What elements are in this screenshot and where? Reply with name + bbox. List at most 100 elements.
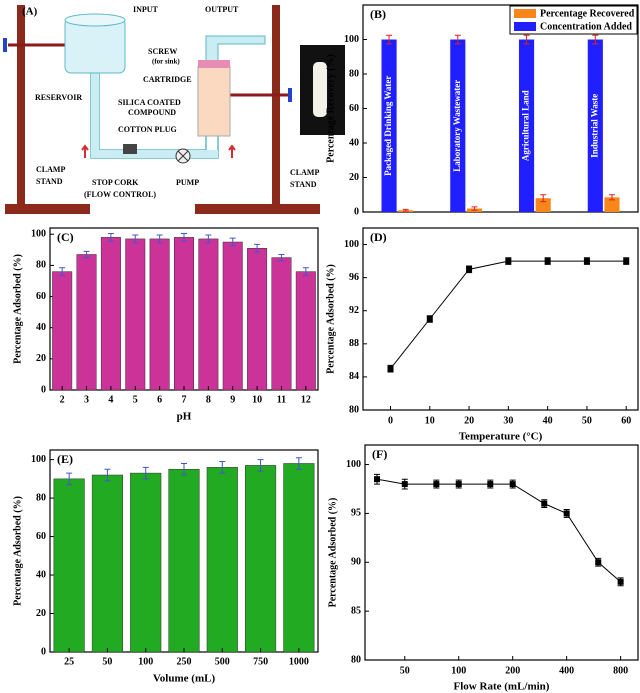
y-tick-label: 80 bbox=[351, 654, 361, 665]
bar bbox=[206, 467, 238, 653]
diagram-label: SILICA COATED bbox=[118, 98, 181, 107]
diagram-label: INPUT bbox=[133, 5, 159, 14]
error-bar bbox=[523, 34, 530, 45]
bar bbox=[587, 39, 603, 212]
tube bbox=[91, 150, 218, 158]
y-tick-label: 88 bbox=[349, 338, 359, 349]
y-tick-label: 100 bbox=[344, 239, 359, 250]
error-bar bbox=[257, 459, 264, 472]
clamp bbox=[288, 88, 292, 102]
legend-label: Percentage Recovered bbox=[540, 8, 635, 19]
y-axis-label: Percentage Adsorbed (%) bbox=[12, 496, 23, 606]
legend-swatch bbox=[514, 9, 536, 18]
stop-cork bbox=[123, 144, 137, 154]
error-bar bbox=[142, 466, 149, 480]
error-bar bbox=[156, 234, 163, 244]
bar bbox=[271, 257, 292, 391]
x-tick-label: 1000 bbox=[289, 656, 309, 667]
x-tick-label: 750 bbox=[253, 656, 268, 667]
y-tick-label: 84 bbox=[349, 371, 359, 382]
x-tick-label: 100 bbox=[451, 665, 466, 676]
error-bar bbox=[59, 267, 66, 277]
y-tick-label: 60 bbox=[349, 103, 359, 114]
marker bbox=[455, 481, 462, 488]
diagram-label: STOP CORK bbox=[92, 178, 139, 187]
stand-base bbox=[195, 204, 320, 214]
y-tick-label: 95 bbox=[351, 508, 361, 519]
x-tick-label: 30 bbox=[503, 415, 513, 426]
stand bbox=[272, 5, 280, 208]
x-tick-label: 50 bbox=[582, 415, 592, 426]
bar bbox=[518, 39, 535, 212]
y-tick-label: 100 bbox=[31, 454, 46, 465]
y-tick-label: 80 bbox=[36, 492, 46, 503]
error-bar bbox=[386, 34, 393, 45]
y-tick-label: 100 bbox=[344, 34, 359, 45]
tube bbox=[205, 35, 266, 60]
bar bbox=[100, 237, 121, 391]
x-tick-label: 60 bbox=[621, 415, 631, 426]
x-axis-label: Flow Rate (mL/min) bbox=[454, 681, 550, 693]
bar bbox=[76, 254, 97, 391]
category-label: Agricultural Land bbox=[521, 90, 531, 161]
bar bbox=[149, 238, 170, 391]
x-tick-label: 200 bbox=[505, 665, 520, 676]
y-tick-label: 92 bbox=[349, 305, 359, 316]
category-label: Laboratory Wastewater bbox=[452, 80, 462, 172]
marker bbox=[374, 476, 381, 483]
screw bbox=[198, 60, 230, 68]
error-bar bbox=[302, 267, 309, 277]
error-bar bbox=[66, 472, 73, 486]
bar bbox=[245, 465, 277, 653]
stand-base bbox=[5, 204, 90, 214]
y-tick-label: 20 bbox=[36, 608, 46, 619]
bar bbox=[130, 472, 162, 653]
error-bar bbox=[592, 34, 599, 45]
error-bar bbox=[608, 194, 615, 201]
diagram-label: PUMP bbox=[176, 178, 199, 187]
bar bbox=[52, 271, 73, 391]
bar bbox=[91, 474, 123, 653]
x-tick-label: 10 bbox=[252, 394, 262, 405]
error-bar bbox=[181, 462, 187, 476]
x-tick-label: 25 bbox=[64, 656, 74, 667]
cartridge bbox=[197, 65, 231, 137]
category-label: Industrial Waste bbox=[589, 94, 599, 158]
x-tick-label: 800 bbox=[613, 665, 628, 676]
plot-frame bbox=[364, 444, 639, 661]
bar bbox=[295, 271, 316, 391]
y-tick-label: 100 bbox=[31, 229, 46, 240]
error-bar bbox=[229, 237, 236, 247]
diagram-label: STAND bbox=[36, 177, 63, 186]
diagram-label: CARTRIDGE bbox=[143, 75, 192, 84]
x-axis-label: pH bbox=[177, 411, 192, 423]
marker bbox=[509, 481, 516, 488]
error-bar bbox=[278, 253, 285, 262]
marker bbox=[505, 258, 512, 265]
y-tick-label: 80 bbox=[349, 68, 359, 79]
y-tick-label: 20 bbox=[349, 172, 359, 183]
bar bbox=[604, 197, 620, 212]
y-tick-label: 40 bbox=[36, 569, 46, 580]
diagram: (A) INPUT OUTPUT SCREW (for sink) CARTRI… bbox=[3, 5, 345, 214]
error-bar bbox=[254, 243, 261, 253]
flow-arrow bbox=[81, 144, 236, 158]
y-tick-label: 96 bbox=[349, 272, 359, 283]
x-tick-label: 100 bbox=[138, 656, 153, 667]
x-axis-label: Temperature (°C) bbox=[459, 431, 543, 443]
pump bbox=[177, 150, 189, 162]
x-axis-label: Volume (mL) bbox=[153, 673, 216, 685]
diagram-label: COTTON PLUG bbox=[118, 125, 177, 134]
category-label: Packaged Drinking Water bbox=[383, 76, 393, 176]
x-tick-label: 4 bbox=[108, 394, 113, 405]
error-bar bbox=[402, 208, 409, 212]
x-tick-label: 2 bbox=[60, 394, 65, 405]
marker bbox=[541, 500, 548, 507]
y-tick-label: 85 bbox=[351, 605, 361, 616]
x-tick-label: 10 bbox=[425, 415, 435, 426]
y-axis-label: Percentage Adsorbed (%) bbox=[12, 254, 23, 364]
x-tick-label: 0 bbox=[388, 415, 393, 426]
y-axis-label: Percentage Adsorbed (%) bbox=[325, 264, 336, 374]
x-tick-label: 400 bbox=[559, 665, 574, 676]
error-bar bbox=[107, 232, 114, 242]
